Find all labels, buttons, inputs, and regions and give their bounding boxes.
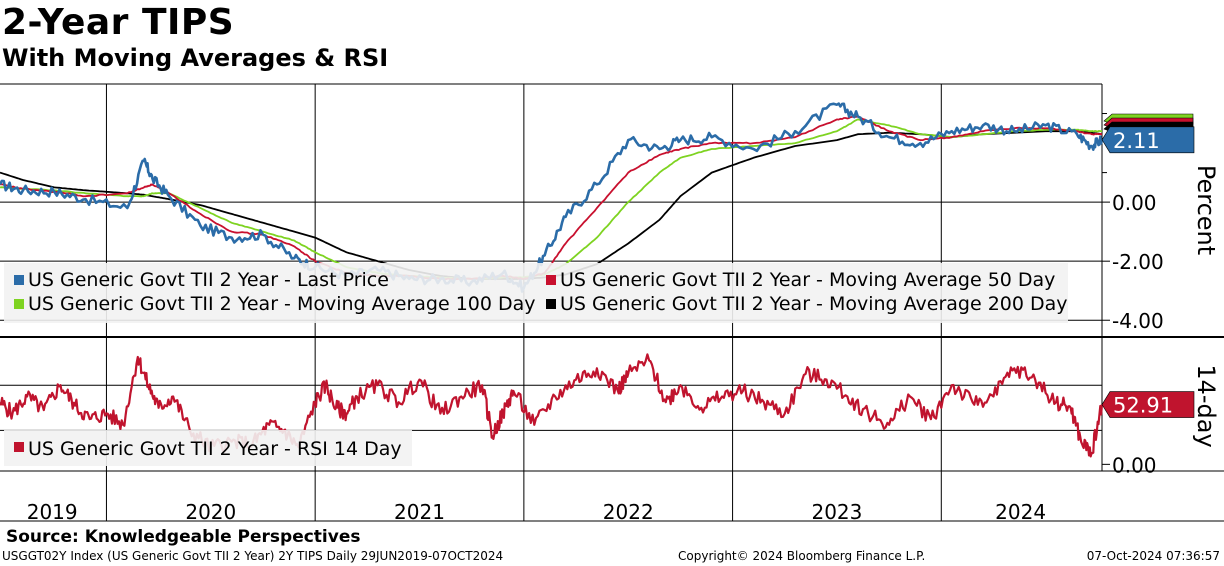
legend-layer: US Generic Govt TII 2 Year - Last Price U…: [4, 263, 1068, 466]
x-year-label: 2023: [811, 500, 862, 524]
x-year-label: 2020: [185, 500, 236, 524]
footer-copyright: Copyright© 2024 Bloomberg Finance L.P.: [678, 549, 926, 563]
ma200-line: [0, 130, 1103, 280]
rsi-legend-entry: US Generic Govt TII 2 Year - RSI 14 Day: [28, 438, 402, 460]
chart-subtitle: With Moving Averages & RSI: [2, 44, 389, 72]
y-tick-label: -2.00: [1112, 250, 1164, 274]
rsi-y-tick-label: 0.00: [1112, 453, 1157, 477]
rsi-legend-box: [4, 430, 412, 466]
x-year-label: 2019: [27, 500, 78, 524]
x-year-label: 2024: [995, 500, 1046, 524]
x-year-label: 2022: [603, 500, 654, 524]
rsi-line: [0, 353, 1104, 458]
value-tag-rsi-label: 52.91: [1113, 394, 1173, 418]
legend-swatch: [546, 299, 556, 309]
y-axis-title: Percent: [1192, 165, 1220, 255]
value-tag-last-price: [1101, 126, 1195, 154]
footer-timestamp: 07-Oct-2024 07:36:57: [1086, 549, 1220, 563]
legend-box: [4, 263, 1068, 323]
chart-title: 2-Year TIPS: [2, 2, 235, 43]
legend-entry: US Generic Govt TII 2 Year - Moving Aver…: [28, 293, 536, 315]
source-note: Source: Knowledgeable Perspectives: [6, 527, 361, 547]
axis-layer: 0.00 -2.00 -4.00 0.00 Percent 14-day 2019 2020 2…: [27, 113, 1220, 524]
rsi-legend-swatch: [14, 442, 24, 452]
legend-entry: US Generic Govt TII 2 Year - Moving Aver…: [560, 269, 1055, 291]
legend-swatch: [14, 299, 24, 309]
legend-entry: US Generic Govt TII 2 Year - Last Price: [28, 269, 389, 291]
legend-swatch: [546, 275, 556, 285]
value-tag-last-price-label: 2.11: [1113, 129, 1160, 153]
y-tick-label: -4.00: [1112, 309, 1164, 333]
value-tag-rsi: [1101, 391, 1195, 418]
footer-ticker-info: USGGT02Y Index (US Generic Govt TII 2 Ye…: [2, 549, 504, 563]
legend-entry: US Generic Govt TII 2 Year - Moving Aver…: [560, 293, 1068, 315]
x-year-label: 2021: [394, 500, 445, 524]
y-tick-label: 0.00: [1112, 191, 1157, 215]
legend-swatch: [14, 275, 24, 285]
rsi-axis-title: 14-day: [1192, 364, 1220, 447]
